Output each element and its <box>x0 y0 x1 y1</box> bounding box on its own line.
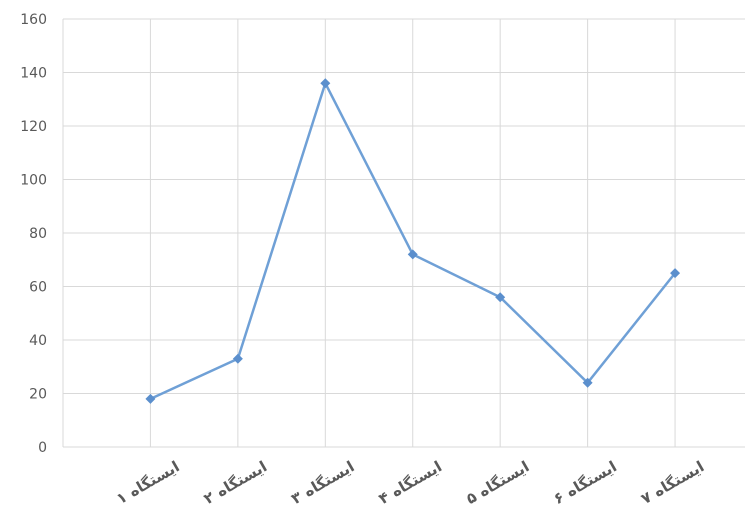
y-tick-label: 60 <box>29 280 47 296</box>
data-point-marker <box>582 377 593 388</box>
data-point-marker <box>145 393 156 404</box>
y-tick-label: 0 <box>38 440 47 456</box>
data-point-marker <box>232 353 243 364</box>
y-tick-label: 80 <box>29 226 47 242</box>
y-tick-label: 100 <box>20 173 47 189</box>
gridlines <box>62 18 745 448</box>
x-axis-tick-labels: ایستگاه ۱ ایستگاه ۲ ایستگاه ۳ ایستگاه ۴ ایست… <box>113 457 707 507</box>
y-tick-label: 160 <box>20 12 47 28</box>
data-point-marker <box>670 268 681 279</box>
y-tick-label: 120 <box>20 119 47 135</box>
data-point-marker <box>320 78 331 89</box>
y-tick-label: 20 <box>29 387 47 403</box>
y-tick-label: 140 <box>20 66 47 82</box>
data-point-marker <box>495 292 506 303</box>
x-tick-label: ایستگاه ۶ <box>550 457 619 507</box>
x-tick-label: ایستگاه ۱ <box>113 457 182 507</box>
x-tick-label: ایستگاه ۲ <box>201 457 270 507</box>
x-tick-label: ایستگاه ۷ <box>638 457 707 507</box>
x-tick-label: ایستگاه ۵ <box>463 457 532 507</box>
y-tick-label: 40 <box>29 333 47 349</box>
x-tick-label: ایستگاه ۴ <box>376 457 445 507</box>
data-series <box>145 78 681 404</box>
x-tick-label: ایستگاه ۳ <box>288 457 357 507</box>
data-point-marker <box>407 249 418 260</box>
y-axis-tick-labels: 0 20 40 60 80 100 120 140 160 <box>20 12 47 456</box>
